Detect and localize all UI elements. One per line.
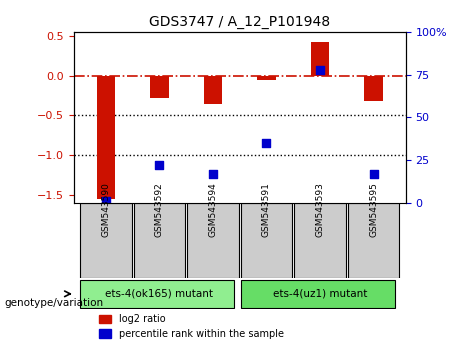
Point — [263, 140, 270, 146]
Text: GSM543591: GSM543591 — [262, 182, 271, 237]
Point — [370, 171, 377, 177]
Text: GSM543592: GSM543592 — [155, 182, 164, 237]
Legend: log2 ratio, percentile rank within the sample: log2 ratio, percentile rank within the s… — [95, 310, 288, 343]
FancyBboxPatch shape — [134, 203, 185, 279]
FancyBboxPatch shape — [80, 280, 234, 308]
Bar — [204, 76, 222, 103]
Point — [209, 171, 217, 177]
Bar — [96, 76, 115, 199]
FancyBboxPatch shape — [241, 280, 395, 308]
Bar — [257, 76, 276, 80]
Point — [316, 67, 324, 72]
FancyBboxPatch shape — [187, 203, 239, 279]
FancyBboxPatch shape — [241, 203, 292, 279]
Bar — [150, 76, 169, 98]
Text: genotype/variation: genotype/variation — [5, 298, 104, 308]
Bar — [364, 76, 383, 101]
Text: GSM543593: GSM543593 — [315, 182, 325, 237]
FancyBboxPatch shape — [294, 203, 346, 279]
Point — [156, 162, 163, 168]
Title: GDS3747 / A_12_P101948: GDS3747 / A_12_P101948 — [149, 16, 330, 29]
Bar — [311, 42, 330, 76]
Text: ets-4(uz1) mutant: ets-4(uz1) mutant — [273, 289, 367, 299]
FancyBboxPatch shape — [80, 203, 131, 279]
FancyBboxPatch shape — [348, 203, 399, 279]
Text: ets-4(ok165) mutant: ets-4(ok165) mutant — [106, 289, 213, 299]
Text: GSM543590: GSM543590 — [101, 182, 110, 237]
Text: GSM543594: GSM543594 — [208, 182, 218, 237]
Point — [102, 199, 110, 204]
Text: GSM543595: GSM543595 — [369, 182, 378, 237]
